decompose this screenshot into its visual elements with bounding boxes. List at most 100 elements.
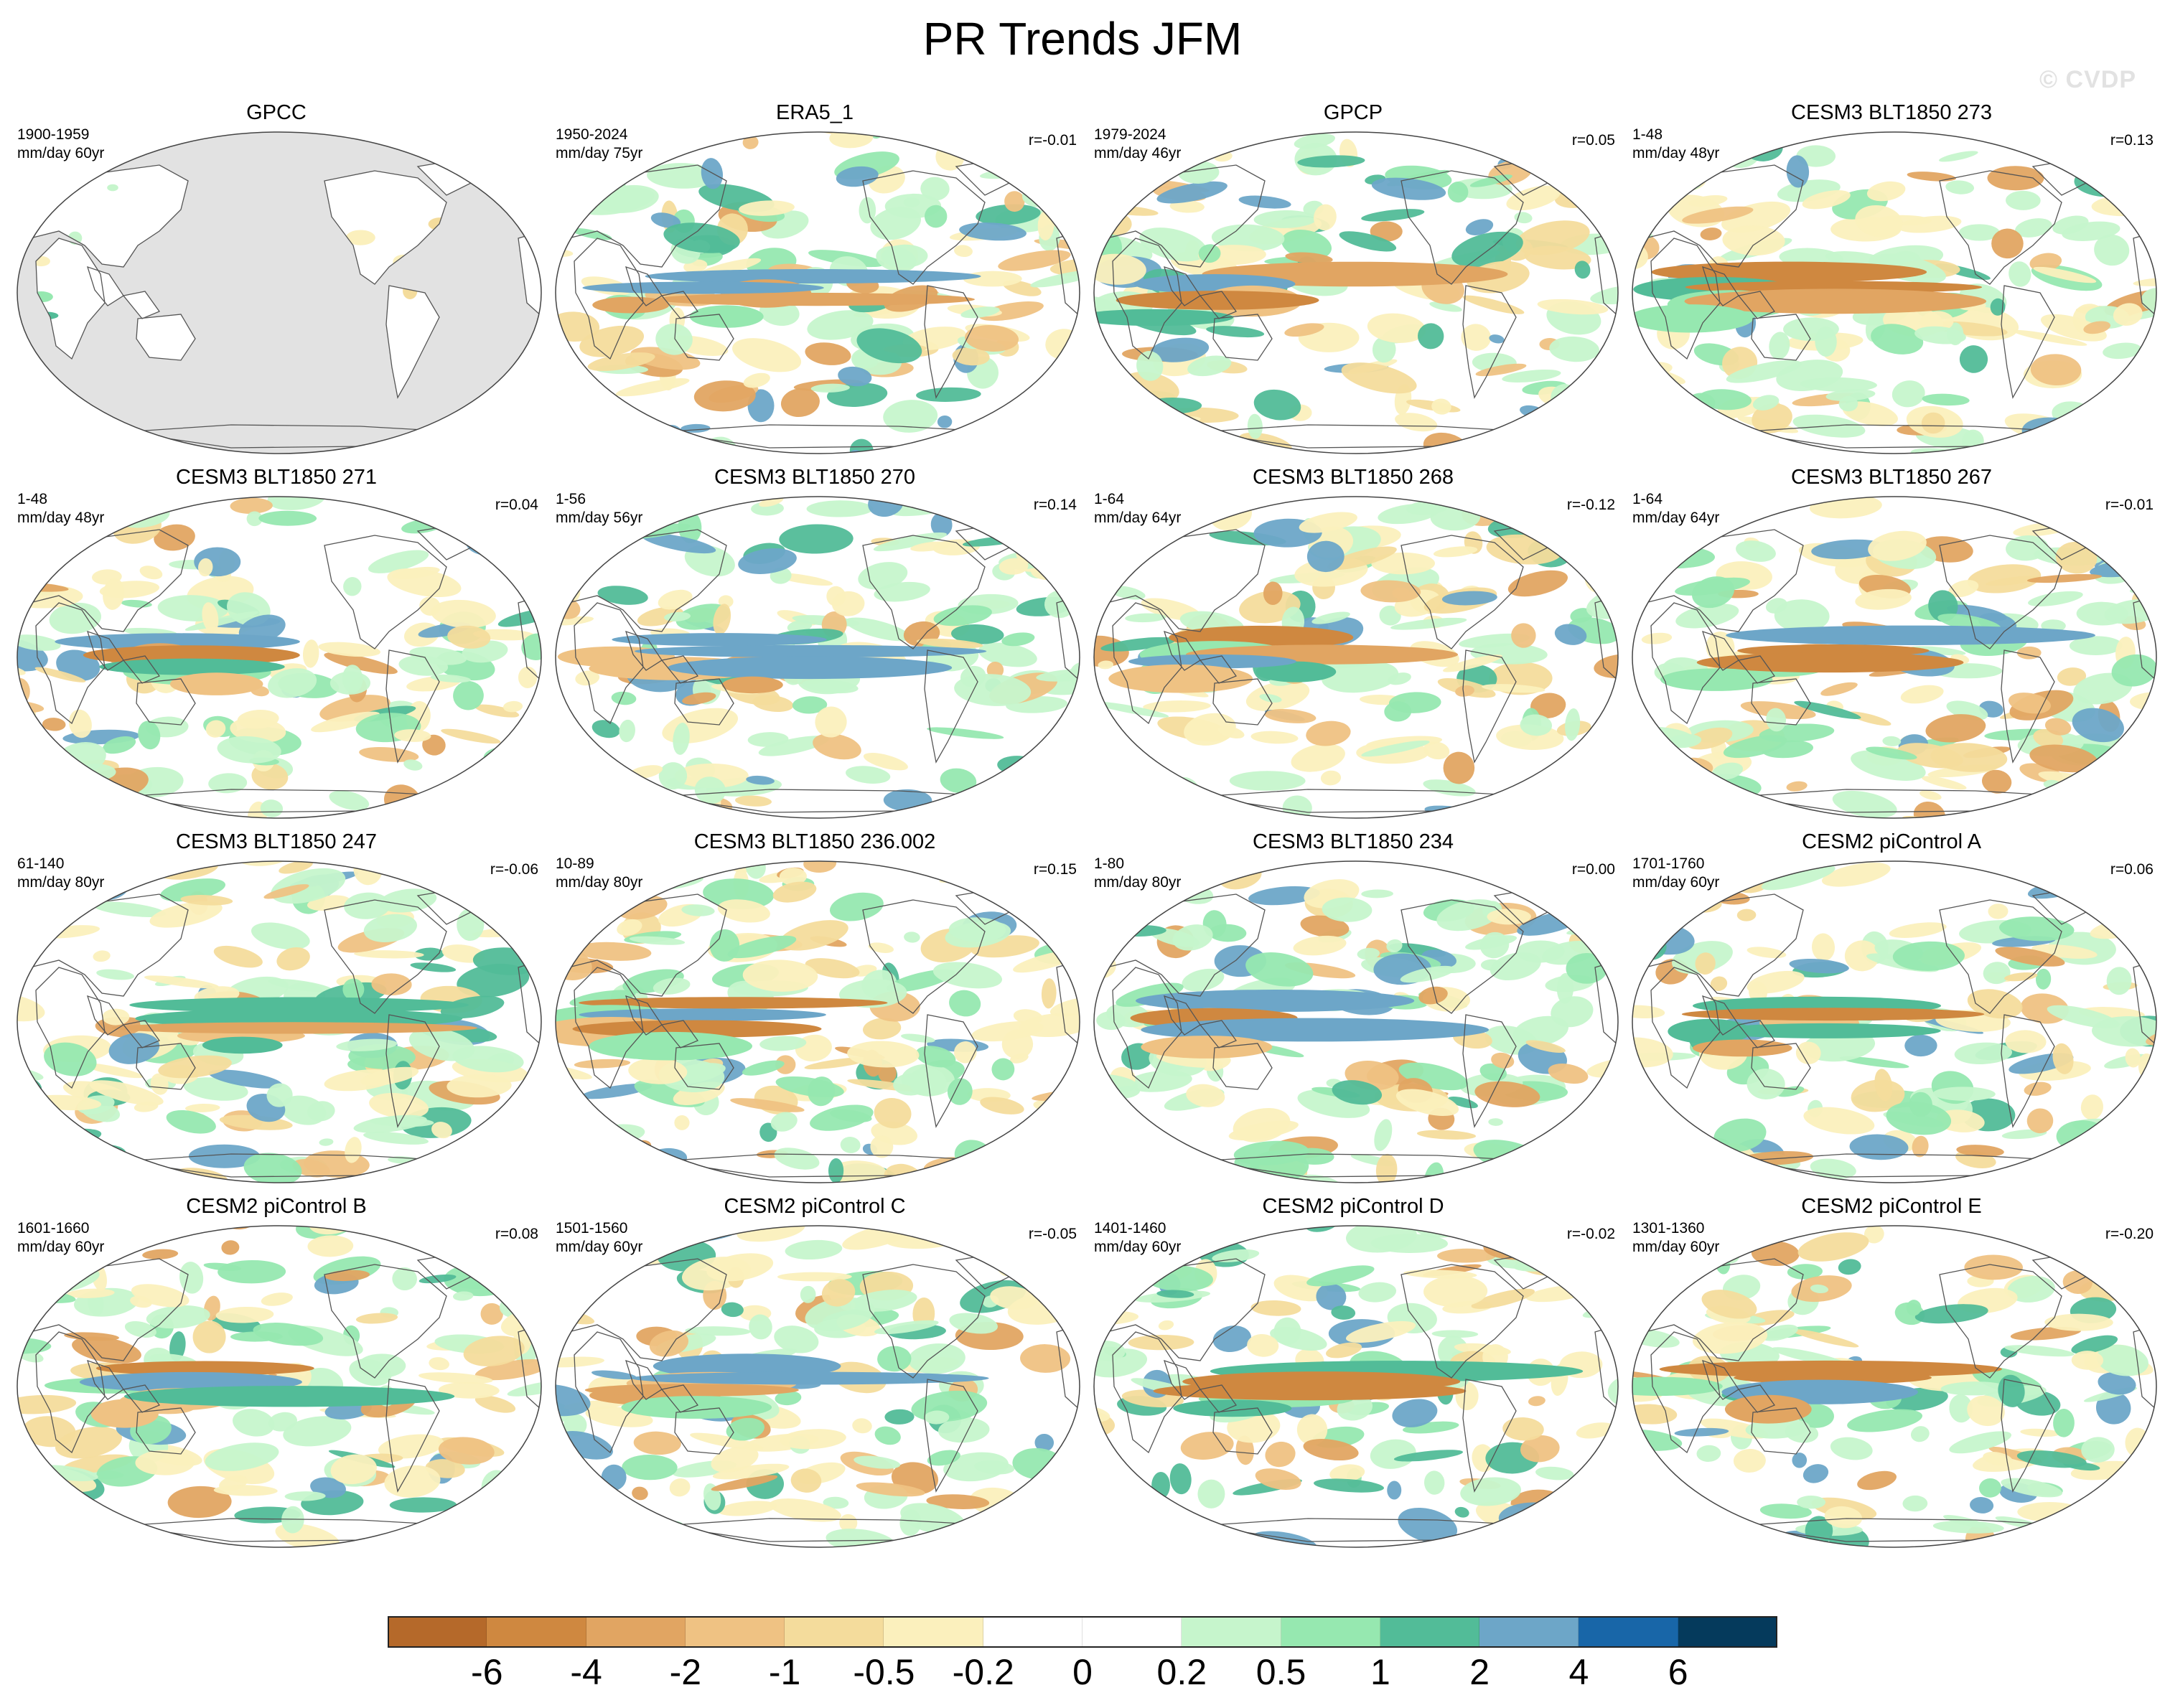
panel-period: 1-64 <box>1094 491 1125 507</box>
panel-correlation: r=0.06 <box>2110 861 2154 878</box>
panel-units: mm/day 75yr <box>556 145 643 161</box>
panel-correlation: r=-0.01 <box>2105 497 2154 513</box>
panel-map <box>1093 1225 1619 1548</box>
panel-map <box>1632 860 2157 1183</box>
colorbar-box <box>785 1616 884 1648</box>
colorbar-tick: 6 <box>1668 1652 1688 1692</box>
colorbar-box <box>1281 1616 1380 1648</box>
panel-title: CESM3 BLT1850 247 <box>176 830 377 853</box>
panel-title: CESM2 piControl B <box>186 1195 367 1218</box>
panel-period: 1701-1760 <box>1632 855 1705 872</box>
panel-correlation: r=0.13 <box>2110 132 2154 149</box>
panel-map <box>1093 860 1619 1183</box>
map-panel: CESM3 BLT1850 273 1-48 mm/day 48yr r=0.13 <box>1622 100 2161 459</box>
colorbar-tick: -4 <box>570 1652 602 1692</box>
map-panel: CESM3 BLT1850 247 61-140 mm/day 80yr r=-0.0… <box>7 830 546 1188</box>
panel-grid: GPCC 1900-1959 mm/day 60yr ERA5_1 1950-2024 m… <box>7 100 2161 1553</box>
panel-correlation: r=-0.12 <box>1566 497 1615 513</box>
panel-map <box>1632 131 2157 454</box>
panel-period: 1-64 <box>1632 491 1663 507</box>
panel-units: mm/day 46yr <box>1094 145 1182 161</box>
figure-title: PR Trends JFM <box>922 13 1243 65</box>
panel-map <box>1093 496 1619 819</box>
panel-period: 1501-1560 <box>556 1220 628 1237</box>
map-panel: CESM3 BLT1850 270 1-56 mm/day 56yr r=0.14 <box>546 465 1084 824</box>
colorbar-tick: 0.5 <box>1255 1652 1306 1692</box>
colorbar-box <box>487 1616 586 1648</box>
colorbar-box <box>1380 1616 1480 1648</box>
panel-units: mm/day 60yr <box>1632 1239 1720 1255</box>
panel-period: 1-48 <box>1632 126 1663 143</box>
map-panel: GPCC 1900-1959 mm/day 60yr <box>7 100 546 459</box>
colorbar-box <box>1082 1616 1182 1648</box>
panel-title: CESM3 BLT1850 270 <box>714 466 915 489</box>
panel-title: GPCC <box>246 101 307 124</box>
panel-correlation: r=0.08 <box>495 1226 538 1242</box>
panel-title: CESM2 piControl D <box>1262 1195 1444 1218</box>
colorbar-box <box>1579 1616 1678 1648</box>
panel-map <box>555 496 1080 819</box>
panel-map <box>1632 1225 2157 1548</box>
map-panel: CESM2 piControl D 1401-1460 mm/day 60yr r=-… <box>1084 1194 1622 1553</box>
colorbar-tick: -0.5 <box>853 1652 915 1692</box>
panel-map <box>555 1225 1080 1548</box>
panel-units: mm/day 80yr <box>1094 874 1182 891</box>
colorbar-tick: -1 <box>768 1652 801 1692</box>
panel-period: 1-48 <box>17 491 48 507</box>
panel-map <box>555 860 1080 1183</box>
panel-correlation: r=0.14 <box>1033 497 1077 513</box>
panel-units: mm/day 80yr <box>556 874 643 891</box>
panel-title: ERA5_1 <box>775 101 854 124</box>
panel-period: 1979-2024 <box>1094 126 1166 143</box>
panel-units: mm/day 60yr <box>556 1239 643 1255</box>
panel-correlation: r=0.15 <box>1033 861 1077 878</box>
panel-correlation: r=-0.05 <box>1028 1226 1077 1242</box>
colorbar-tick: -0.2 <box>952 1652 1014 1692</box>
colorbar-tick: 4 <box>1568 1652 1589 1692</box>
panel-correlation: r=0.00 <box>1571 861 1615 878</box>
panel-correlation: r=-0.02 <box>1566 1226 1615 1242</box>
panel-title: CESM3 BLT1850 268 <box>1253 466 1454 489</box>
panel-title: CESM3 BLT1850 273 <box>1791 101 1992 124</box>
panel-title: CESM3 BLT1850 267 <box>1791 466 1992 489</box>
panel-units: mm/day 80yr <box>17 874 105 891</box>
colorbar-tick: 2 <box>1469 1652 1490 1692</box>
panel-title: CESM3 BLT1850 271 <box>176 466 377 489</box>
map-panel: GPCP 1979-2024 mm/day 46yr r=0.05 <box>1084 100 1622 459</box>
colorbar-box <box>685 1616 785 1648</box>
panel-correlation: r=-0.20 <box>2105 1226 2154 1242</box>
map-panel: CESM3 BLT1850 267 1-64 mm/day 64yr r=-0.01 <box>1622 465 2161 824</box>
panel-map <box>17 1225 542 1548</box>
panel-units: mm/day 60yr <box>17 145 105 161</box>
colorbar-box <box>983 1616 1082 1648</box>
panel-units: mm/day 60yr <box>17 1239 105 1255</box>
map-panel: CESM3 BLT1850 234 1-80 mm/day 80yr r=0.00 <box>1084 830 1622 1188</box>
colorbar-tick: -6 <box>471 1652 503 1692</box>
panel-units: mm/day 48yr <box>17 510 105 526</box>
colorbar-tick: 1 <box>1370 1652 1390 1692</box>
panel-correlation: r=0.05 <box>1571 132 1615 149</box>
map-panel: ERA5_1 1950-2024 mm/day 75yr r=-0.01 <box>546 100 1084 459</box>
map-panel: CESM2 piControl C 1501-1560 mm/day 60yr r=-… <box>546 1194 1084 1553</box>
panel-title: GPCP <box>1323 101 1383 124</box>
panel-units: mm/day 48yr <box>1632 145 1720 161</box>
map-panel: CESM2 piControl A 1701-1760 mm/day 60yr r=0… <box>1622 830 2161 1188</box>
colorbar-box <box>586 1616 686 1648</box>
colorbar-box <box>1678 1616 1777 1648</box>
panel-title: CESM2 piControl E <box>1801 1195 1982 1218</box>
panel-units: mm/day 64yr <box>1632 510 1720 526</box>
colorbar <box>388 1616 1777 1648</box>
colorbar-box <box>884 1616 983 1648</box>
panel-period: 1950-2024 <box>556 126 628 143</box>
panel-map <box>555 131 1080 454</box>
panel-map <box>17 131 542 454</box>
panel-period: 1900-1959 <box>17 126 90 143</box>
panel-title: CESM3 BLT1850 236.002 <box>693 830 936 853</box>
colorbar-box <box>1479 1616 1579 1648</box>
watermark: © CVDP <box>2039 66 2136 93</box>
panel-title: CESM3 BLT1850 234 <box>1253 830 1454 853</box>
panel-map <box>17 860 542 1183</box>
map-panel: CESM3 BLT1850 236.002 10-89 mm/day 80yr r=0… <box>546 830 1084 1188</box>
panel-correlation: r=-0.06 <box>490 861 538 878</box>
map-panel: CESM3 BLT1850 268 1-64 mm/day 64yr r=-0.12 <box>1084 465 1622 824</box>
